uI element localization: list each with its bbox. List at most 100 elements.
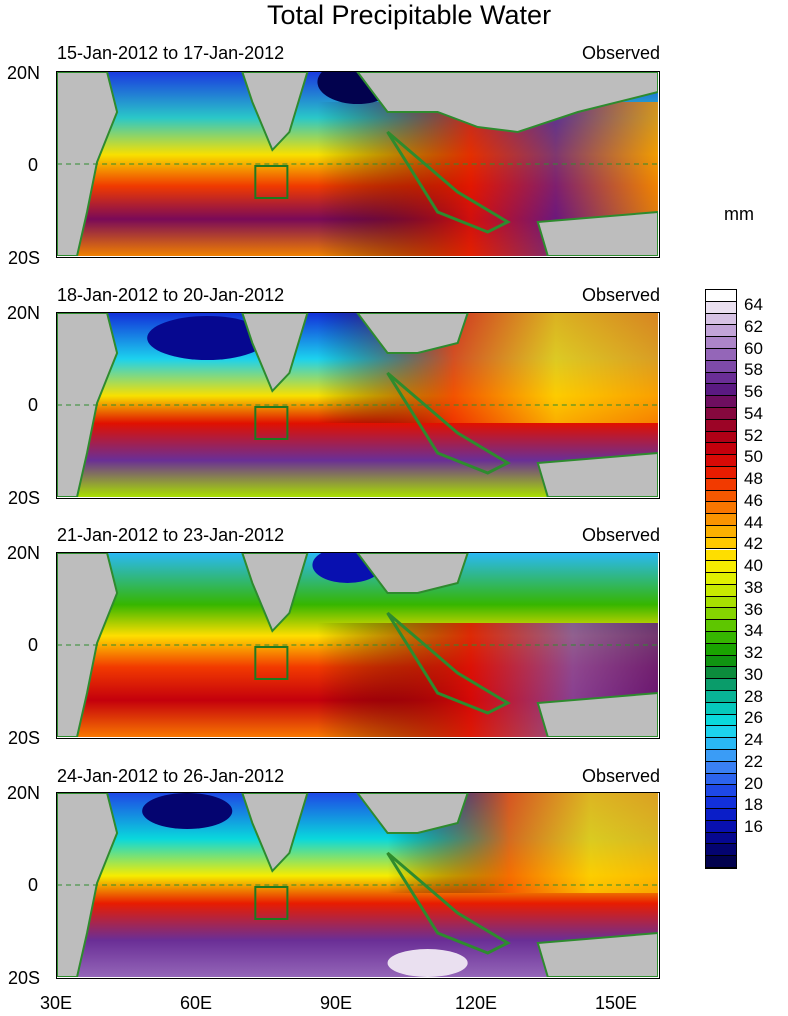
colorbar-segment	[706, 419, 736, 432]
panel-4-lat-20s: 20S	[7, 968, 40, 988]
colorbar-tick-label: 44	[744, 512, 763, 532]
colorbar-tick-label: 58	[744, 360, 763, 380]
panel-2-observed-label: Observed	[581, 285, 660, 305]
colorbar-tick-label: 22	[744, 751, 763, 771]
panel-2-map	[56, 312, 660, 499]
panel-1-lat-0: 0	[27, 155, 38, 175]
panel-2-lat-20n: 20N	[6, 303, 40, 323]
colorbar-segment	[706, 702, 736, 715]
panel-1-date-range: 15-Jan-2012 to 17-Jan-2012	[57, 43, 285, 63]
colorbar-tick-label: 34	[744, 621, 763, 641]
colorbar-segment	[706, 301, 736, 314]
colorbar-segment	[706, 525, 736, 538]
panel-3-field	[57, 553, 659, 738]
colorbar-segment	[706, 313, 736, 326]
colorbar-tick-label: 46	[744, 490, 763, 510]
panel-3-lat-20s: 20S	[7, 728, 40, 748]
colorbar-segment	[706, 360, 736, 373]
colorbar-segment	[706, 797, 736, 809]
colorbar-tick-label: 62	[744, 316, 763, 336]
colorbar-tick-label: 32	[744, 643, 763, 662]
colorbar-tick-label: 24	[744, 730, 763, 749]
colorbar-segment	[706, 384, 736, 397]
lon-label-90e: 90E	[319, 993, 353, 1013]
colorbar-segment	[706, 667, 736, 680]
panel-2-date-range: 18-Jan-2012 to 20-Jan-2012	[57, 285, 285, 305]
colorbar-tick-label: 38	[744, 577, 763, 597]
lon-label-30e: 30E	[39, 993, 73, 1013]
panel-2-lat-20s: 20S	[7, 488, 40, 508]
colorbar-segment	[706, 537, 736, 550]
colorbar-segment	[706, 502, 736, 515]
colorbar-segment	[706, 761, 736, 774]
colorbar-segment	[706, 632, 736, 644]
panel-4-lat-20n: 20N	[6, 783, 40, 803]
colorbar-segment	[706, 466, 736, 479]
colorbar-segment	[706, 844, 736, 857]
colorbar-segment	[706, 856, 736, 868]
colorbar-segment	[706, 714, 736, 727]
colorbar-segment	[706, 290, 736, 302]
panel-4-lat-0: 0	[27, 875, 38, 895]
panel-3-lat-0: 0	[27, 635, 38, 655]
panel-1-field	[57, 72, 659, 257]
panel-2-field	[57, 313, 659, 498]
panel-4-observed-label: Observed	[581, 766, 660, 786]
colorbar-tick-label: 20	[744, 773, 763, 793]
panel-3-observed-label: Observed	[581, 525, 660, 545]
colorbar-segment	[706, 809, 736, 821]
colorbar	[705, 289, 737, 869]
colorbar-segment	[706, 372, 736, 385]
colorbar-segment	[706, 549, 736, 562]
colorbar-segment	[706, 738, 736, 751]
colorbar-segment	[706, 584, 736, 597]
colorbar-tick-label: 18	[744, 795, 763, 815]
colorbar-unit-label: mm	[724, 204, 754, 224]
colorbar-segment	[706, 407, 736, 420]
colorbar-segment	[706, 679, 736, 692]
panel-1-observed-label: Observed	[581, 43, 660, 63]
colorbar-segment	[706, 785, 736, 798]
colorbar-tick-label: 50	[744, 447, 763, 467]
colorbar-segment	[706, 443, 736, 456]
colorbar-tick-label: 26	[744, 708, 763, 728]
colorbar-segment	[706, 620, 736, 633]
colorbar-segment	[706, 596, 736, 609]
colorbar-tick-label: 52	[744, 425, 763, 445]
colorbar-segment	[706, 514, 736, 526]
colorbar-segment	[706, 348, 736, 361]
panel-3-date-range: 21-Jan-2012 to 23-Jan-2012	[57, 525, 285, 545]
colorbar-segment	[706, 573, 736, 585]
colorbar-segment	[706, 478, 736, 491]
colorbar-segment	[706, 561, 736, 574]
colorbar-segment	[706, 396, 736, 408]
colorbar-segment	[706, 337, 736, 349]
colorbar-tick-label: 56	[744, 382, 763, 401]
panel-4-date-range: 24-Jan-2012 to 26-Jan-2012	[57, 766, 285, 786]
colorbar-segment	[706, 773, 736, 786]
panel-1-lat-20s: 20S	[7, 248, 40, 268]
colorbar-segment	[706, 325, 736, 338]
colorbar-segment	[706, 643, 736, 656]
colorbar-segment	[706, 431, 736, 444]
colorbar-tick-label: 40	[744, 556, 763, 575]
panel-3-lat-20n: 20N	[6, 543, 40, 563]
colorbar-tick-label: 28	[744, 686, 763, 706]
colorbar-tick-label: 16	[744, 817, 763, 836]
panel-4-field	[57, 793, 659, 978]
colorbar-tick-label: 64	[744, 295, 763, 314]
figure-title: Total Precipitable Water	[266, 0, 552, 30]
colorbar-tick-label: 36	[744, 599, 763, 619]
colorbar-tick-label: 48	[744, 469, 763, 488]
colorbar-segment	[706, 691, 736, 703]
colorbar-tick-label: 54	[744, 403, 763, 423]
colorbar-segment	[706, 608, 736, 621]
colorbar-tick-label: 60	[744, 338, 763, 358]
colorbar-segment	[706, 490, 736, 503]
lon-label-150e: 150E	[594, 993, 638, 1013]
panel-1-lat-20n: 20N	[6, 63, 40, 83]
colorbar-segment	[706, 832, 736, 845]
colorbar-segment	[706, 820, 736, 833]
colorbar-segment	[706, 655, 736, 668]
colorbar-segment	[706, 726, 736, 739]
